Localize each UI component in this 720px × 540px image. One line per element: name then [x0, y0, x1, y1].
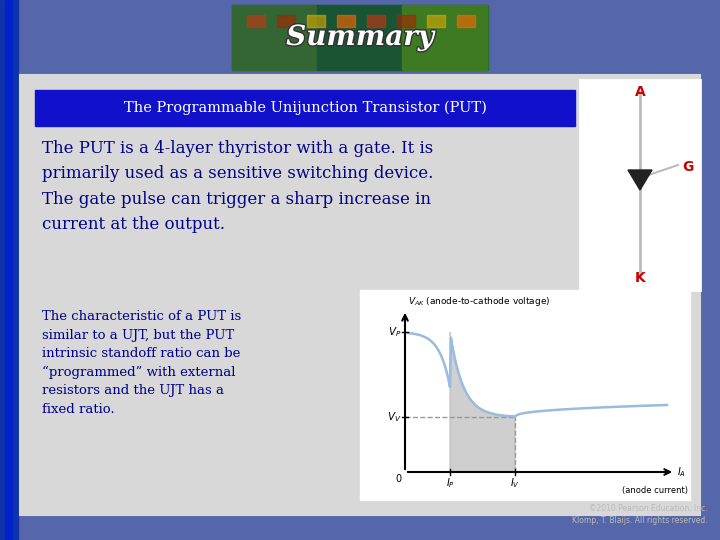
- Text: $I_V$: $I_V$: [510, 476, 520, 490]
- Text: Summary: Summary: [286, 24, 434, 51]
- Text: (anode current): (anode current): [622, 486, 688, 495]
- Text: $I_P$: $I_P$: [446, 476, 454, 490]
- Bar: [457, 15, 475, 27]
- Bar: [427, 15, 445, 27]
- Bar: [35, 90, 575, 126]
- Bar: [232, 5, 488, 70]
- Text: $V_P$: $V_P$: [387, 325, 401, 339]
- Polygon shape: [628, 170, 652, 190]
- Bar: [307, 15, 325, 27]
- Bar: [360, 290, 690, 500]
- Polygon shape: [450, 332, 515, 472]
- Bar: [367, 15, 385, 27]
- Bar: [277, 15, 295, 27]
- Bar: [232, 5, 317, 70]
- Text: $V_V$: $V_V$: [387, 410, 401, 424]
- Text: G: G: [682, 160, 693, 174]
- Bar: [35, 90, 575, 126]
- Bar: [317, 5, 402, 70]
- Text: ©2010 Pearson Education, Inc.
Klomp, T. Blaijs. All rights reserved.: ©2010 Pearson Education, Inc. Klomp, T. …: [572, 503, 708, 525]
- Text: K: K: [634, 271, 645, 285]
- Text: 0: 0: [395, 474, 401, 484]
- Bar: [397, 15, 415, 27]
- Bar: [402, 5, 487, 70]
- Bar: [5, 0, 12, 540]
- Text: The Programmable Unijunction Transistor (PUT): The Programmable Unijunction Transistor …: [124, 101, 487, 115]
- Bar: [0, 0, 18, 540]
- Bar: [232, 5, 488, 70]
- Bar: [580, 80, 700, 290]
- Bar: [20, 75, 700, 515]
- Text: $V_{AK}$ (anode-to-cathode voltage): $V_{AK}$ (anode-to-cathode voltage): [408, 295, 550, 308]
- Text: A: A: [634, 85, 645, 99]
- Text: The PUT is a 4-layer thyristor with a gate. It is
primarily used as a sensitive : The PUT is a 4-layer thyristor with a ga…: [42, 140, 433, 233]
- Text: $I_A$: $I_A$: [677, 465, 686, 479]
- Bar: [337, 15, 355, 27]
- Text: The characteristic of a PUT is
similar to a UJT, but the PUT
intrinsic standoff : The characteristic of a PUT is similar t…: [42, 310, 241, 416]
- Bar: [247, 15, 265, 27]
